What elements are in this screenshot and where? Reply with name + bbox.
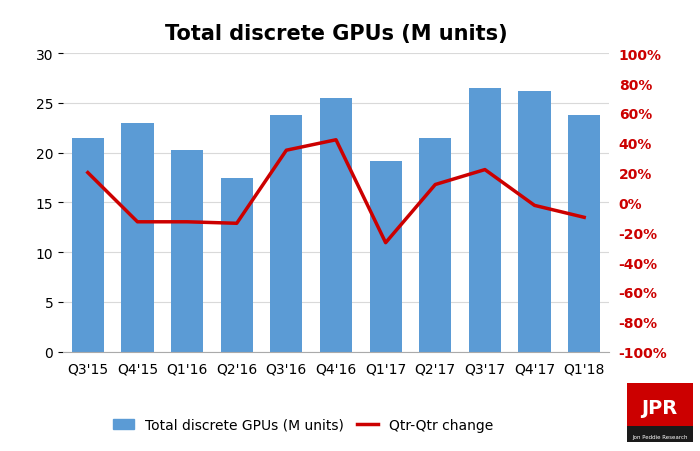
Bar: [320, 99, 352, 352]
Bar: [270, 115, 302, 352]
Legend: Total discrete GPUs (M units), Qtr-Qtr change: Total discrete GPUs (M units), Qtr-Qtr c…: [107, 412, 499, 437]
Bar: [171, 150, 203, 352]
Text: Jon Peddie Research: Jon Peddie Research: [632, 433, 687, 439]
Title: Total discrete GPUs (M units): Total discrete GPUs (M units): [164, 24, 508, 44]
Bar: [469, 89, 501, 352]
Text: JPR: JPR: [642, 399, 678, 418]
Bar: [519, 92, 551, 352]
Bar: [121, 124, 153, 352]
Bar: [370, 161, 402, 352]
Bar: [71, 138, 104, 352]
Bar: [568, 115, 601, 352]
Bar: [419, 138, 452, 352]
Bar: [220, 178, 253, 352]
